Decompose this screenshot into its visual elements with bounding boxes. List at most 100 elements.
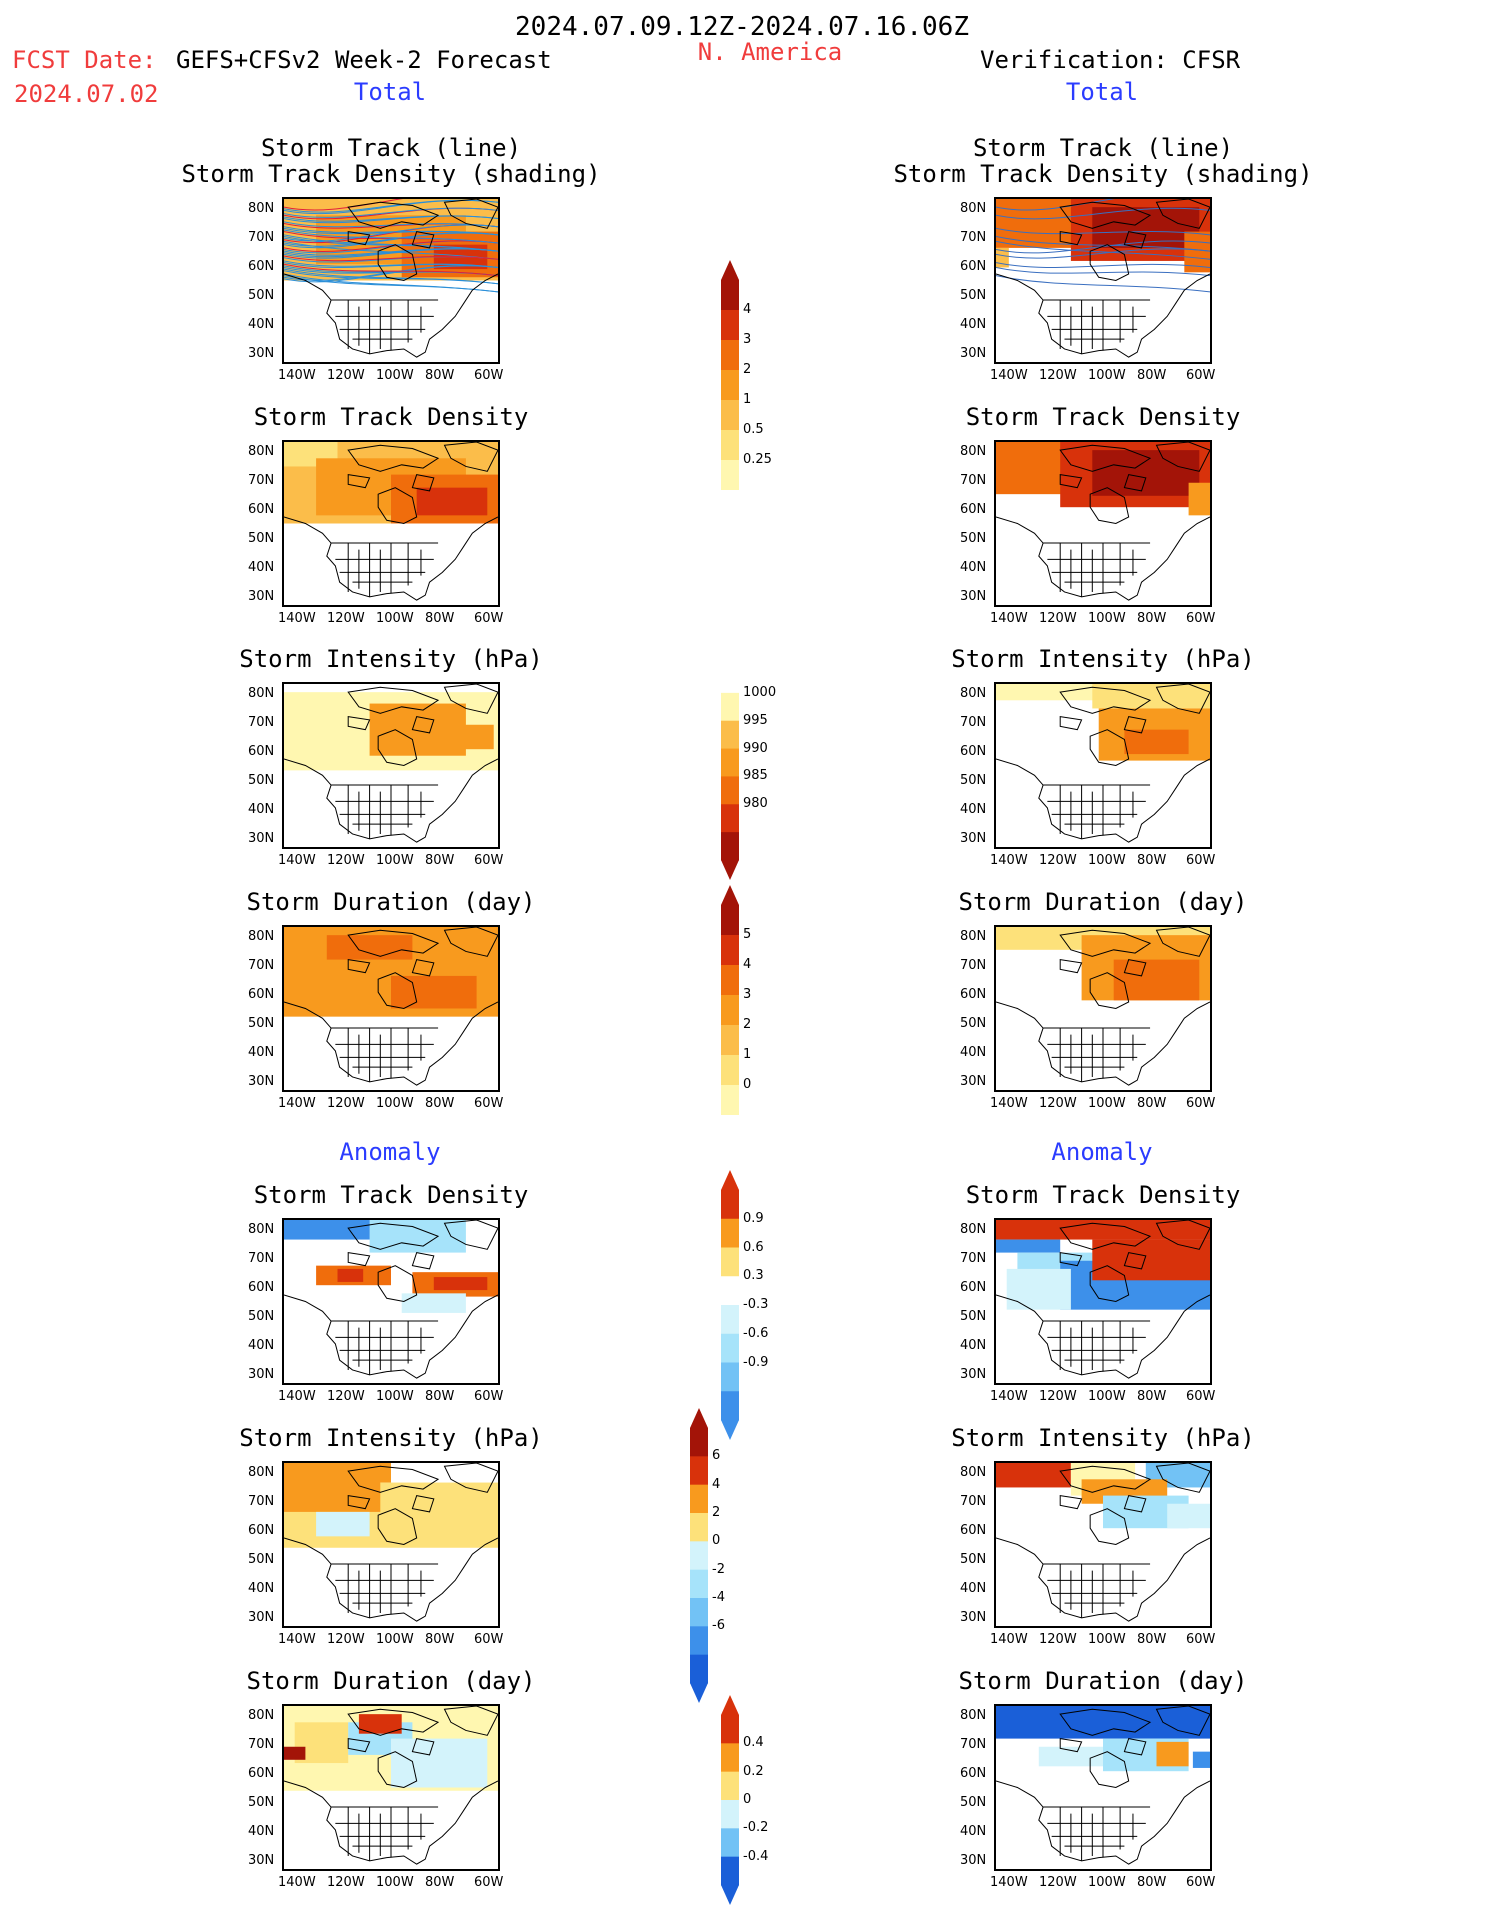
lon-tick-label: 80W <box>1137 611 1167 626</box>
lat-tick-label: 70N <box>960 958 987 973</box>
lon-tick-label: 140W <box>278 1389 316 1404</box>
panel-title: Storm Duration (day) <box>958 1667 1248 1695</box>
lat-tick-label: 40N <box>248 1045 275 1060</box>
lat-tick-label: 30N <box>248 346 275 361</box>
lat-tick-label: 60N <box>248 744 275 759</box>
colorbar-tick-label: 4 <box>743 957 752 972</box>
lon-tick-label: 120W <box>1039 611 1077 626</box>
lat-tick-label: 30N <box>960 1074 987 1089</box>
panel-title: Storm Duration (day) <box>958 888 1248 916</box>
lat-tick-label: 30N <box>960 1610 987 1625</box>
panel-title: Storm Intensity (hPa) <box>951 1424 1255 1452</box>
lat-tick-label: 60N <box>960 259 987 274</box>
lon-tick-label: 120W <box>327 1632 365 1647</box>
lat-tick-label: 80N <box>248 1708 275 1723</box>
lat-tick-label: 30N <box>960 346 987 361</box>
anomaly-label-left: Anomaly <box>339 1138 441 1166</box>
colorbar-tick-label: -0.4 <box>743 1848 769 1864</box>
model-label: GEFS+CFSv2 Week-2 Forecast <box>176 46 552 74</box>
lat-tick-label: 80N <box>960 929 987 944</box>
lat-tick-label: 70N <box>960 715 987 730</box>
colorbar-density-anom <box>711 1170 751 1444</box>
lon-tick-label: 140W <box>278 1632 316 1647</box>
colorbar-tick-label: 1 <box>743 1047 752 1062</box>
lat-tick-label: 50N <box>248 1016 275 1031</box>
lon-tick-label: 80W <box>425 1875 455 1890</box>
lat-tick-label: 80N <box>960 1222 987 1237</box>
forecast-map-2 <box>282 682 500 849</box>
lat-tick-label: 40N <box>960 1338 987 1353</box>
lon-tick-label: 140W <box>990 1389 1028 1404</box>
colorbar-tick-label: 985 <box>743 768 768 784</box>
lat-tick-label: 40N <box>960 560 987 575</box>
lon-tick-label: 100W <box>376 1096 414 1111</box>
lon-tick-label: 100W <box>1088 1875 1126 1890</box>
lon-tick-label: 80W <box>1137 1389 1167 1404</box>
lat-tick-label: 70N <box>248 715 275 730</box>
colorbar-tick-label: 2 <box>743 1017 752 1032</box>
lon-tick-label: 60W <box>474 368 504 383</box>
fcst-date-label: FCST Date: <box>12 46 157 74</box>
lat-tick-label: 50N <box>960 1795 987 1810</box>
lon-tick-label: 100W <box>1088 853 1126 868</box>
fcst-date-value: 2024.07.02 <box>14 80 159 108</box>
verification-map-0 <box>994 197 1212 364</box>
colorbar-tick-label: 1000 <box>743 684 777 700</box>
lat-tick-label: 80N <box>960 686 987 701</box>
lat-tick-label: 30N <box>248 1074 275 1089</box>
lat-tick-label: 40N <box>248 1824 275 1839</box>
colorbar-tick-label: 2 <box>712 1505 721 1520</box>
lon-tick-label: 140W <box>278 368 316 383</box>
lon-tick-label: 120W <box>327 1875 365 1890</box>
lon-tick-label: 100W <box>376 611 414 626</box>
colorbar-tick-label: 1 <box>743 392 752 407</box>
lat-tick-label: 80N <box>248 1222 275 1237</box>
lat-tick-label: 50N <box>248 531 275 546</box>
lat-tick-label: 70N <box>960 1737 987 1752</box>
colorbar-tick-label: 3 <box>743 332 752 347</box>
colorbar-intensity-total <box>711 645 751 884</box>
total-label-left: Total <box>353 78 427 106</box>
lon-tick-label: 60W <box>1186 1875 1216 1890</box>
lon-tick-label: 140W <box>278 1875 316 1890</box>
lat-tick-label: 70N <box>248 1251 275 1266</box>
lon-tick-label: 120W <box>1039 1632 1077 1647</box>
lon-tick-label: 100W <box>1088 1096 1126 1111</box>
colorbar-tick-label: -2 <box>712 1561 725 1577</box>
lon-tick-label: 100W <box>376 1632 414 1647</box>
lon-tick-label: 60W <box>1186 1389 1216 1404</box>
colorbar-tick-label: 0 <box>743 1077 752 1092</box>
colorbar-tick-label: 0.4 <box>743 1735 764 1751</box>
lat-tick-label: 50N <box>960 1552 987 1567</box>
lon-tick-label: 100W <box>1088 611 1126 626</box>
panel-title: Storm Track (line) <box>972 134 1234 162</box>
lat-tick-label: 40N <box>960 1824 987 1839</box>
lat-tick-label: 60N <box>248 1280 275 1295</box>
lon-tick-label: 80W <box>1137 1875 1167 1890</box>
colorbar-tick-label: -4 <box>712 1590 725 1605</box>
lon-tick-label: 80W <box>425 368 455 383</box>
lat-tick-label: 40N <box>960 317 987 332</box>
colorbar-tick-label: 2 <box>743 362 752 377</box>
lat-tick-label: 40N <box>248 1338 275 1353</box>
lat-tick-label: 60N <box>248 259 275 274</box>
verification-map-4 <box>994 1218 1212 1385</box>
lat-tick-label: 40N <box>248 802 275 817</box>
colorbar-tick-label: 0 <box>712 1533 721 1549</box>
lat-tick-label: 80N <box>960 201 987 216</box>
colorbar-tick-label: 0.25 <box>743 452 772 467</box>
lon-tick-label: 100W <box>376 1875 414 1890</box>
lat-tick-label: 80N <box>960 1465 987 1480</box>
region-label: N. America <box>697 38 843 66</box>
panel-title: Storm Duration (day) <box>246 1667 536 1695</box>
lat-tick-label: 60N <box>248 987 275 1002</box>
colorbar-tick-label: 6 <box>712 1448 721 1464</box>
lat-tick-label: 60N <box>248 1523 275 1538</box>
colorbar-duration-anom <box>711 1695 751 1909</box>
lon-tick-label: 60W <box>474 1875 504 1890</box>
lat-tick-label: 30N <box>248 1367 275 1382</box>
colorbar-tick-label: -0.9 <box>743 1354 769 1370</box>
forecast-map-0 <box>282 197 500 364</box>
lat-tick-label: 50N <box>248 1795 275 1810</box>
panel-title: Storm Track Density <box>253 1181 529 1209</box>
